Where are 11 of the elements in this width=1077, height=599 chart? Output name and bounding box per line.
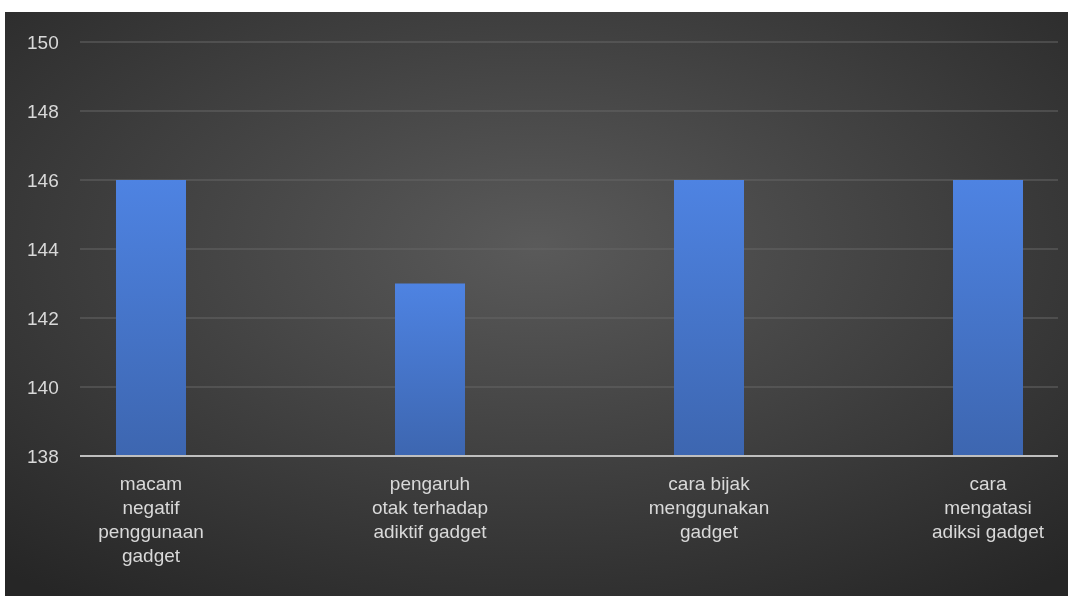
y-tick-label: 140 bbox=[27, 376, 59, 398]
y-tick-label: 138 bbox=[27, 445, 59, 467]
y-tick-label: 144 bbox=[27, 238, 60, 260]
y-tick-label: 146 bbox=[27, 169, 59, 191]
x-tick-label: macam negatif penggunaan gadget bbox=[98, 473, 204, 566]
y-tick-label: 148 bbox=[27, 100, 59, 122]
x-tick-label: pengaruh otak terhadap adiktif gadget bbox=[371, 473, 489, 542]
y-tick-label: 150 bbox=[27, 31, 59, 53]
x-tick-label: cara mengatasi adiksi gadget bbox=[932, 473, 1045, 542]
y-tick-label: 142 bbox=[27, 307, 59, 329]
x-tick-label: cara bijak menggunakan gadget bbox=[648, 473, 770, 542]
